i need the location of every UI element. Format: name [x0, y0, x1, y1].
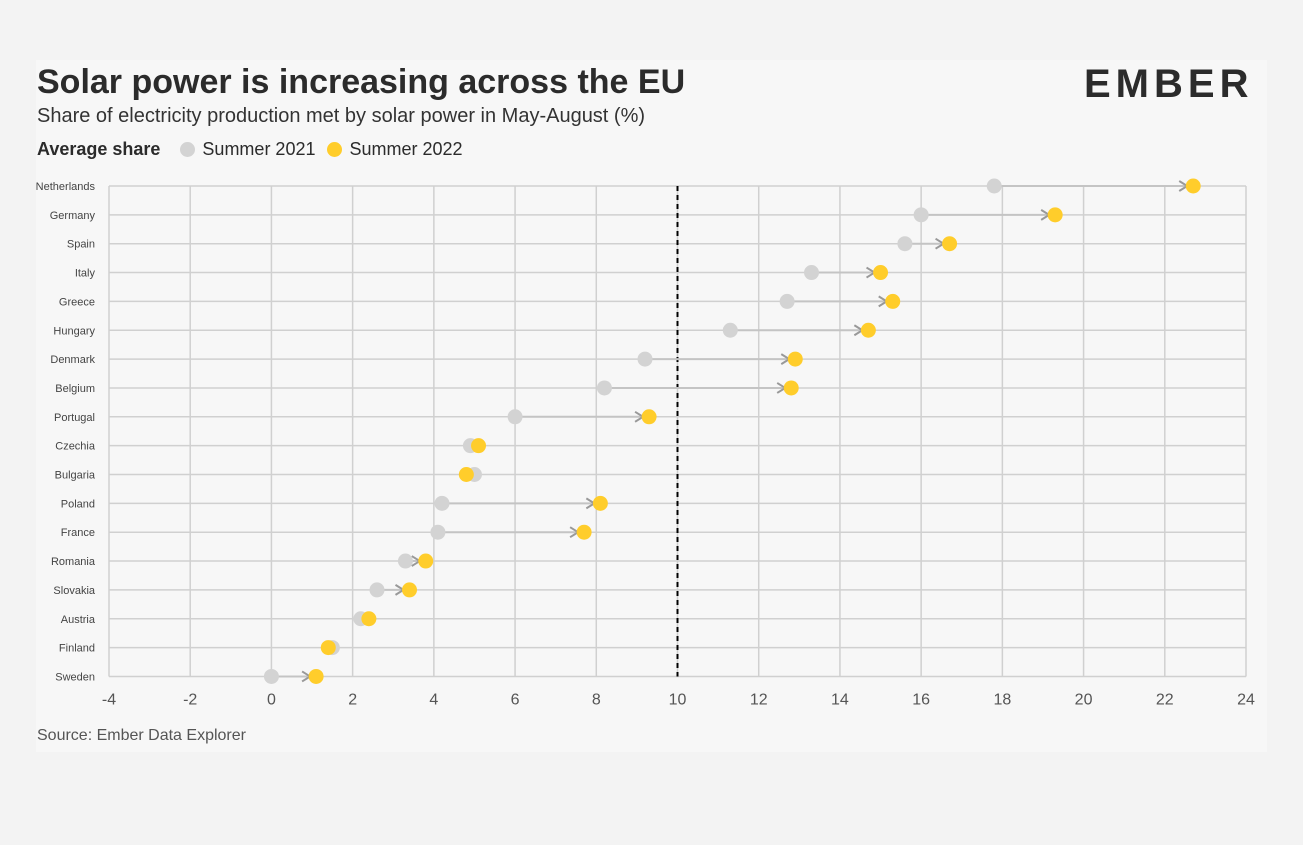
point-summer-2022 — [592, 495, 608, 511]
point-summer-2022 — [885, 293, 901, 309]
point-summer-2022 — [873, 265, 889, 281]
y-category-label: Poland — [61, 498, 95, 510]
point-summer-2021 — [637, 351, 653, 367]
x-tick-label: 14 — [831, 691, 849, 708]
x-tick-label: 18 — [993, 691, 1011, 708]
chart-card — [36, 60, 1267, 752]
point-summer-2021 — [369, 582, 385, 598]
y-category-label: Romania — [51, 556, 96, 568]
point-summer-2021 — [897, 236, 913, 252]
point-summer-2021 — [596, 380, 612, 396]
point-summer-2022 — [942, 236, 958, 252]
x-tick-label: 2 — [348, 691, 357, 708]
x-tick-label: 12 — [750, 691, 768, 708]
point-summer-2021 — [263, 668, 279, 684]
point-summer-2022 — [1185, 178, 1201, 194]
point-summer-2022 — [641, 409, 657, 425]
legend-label-2021: Summer 2021 — [202, 139, 316, 159]
x-tick-label: 0 — [267, 691, 276, 708]
x-tick-label: 24 — [1237, 691, 1255, 708]
y-category-label: Netherlands — [36, 181, 96, 193]
y-category-label: Spain — [67, 239, 95, 251]
legend-swatch-2022 — [327, 142, 343, 157]
point-summer-2021 — [507, 409, 523, 425]
point-summer-2022 — [1047, 207, 1063, 223]
y-category-label: Slovakia — [53, 585, 95, 597]
ember-logo: EMBER — [1084, 62, 1253, 107]
point-summer-2021 — [397, 553, 413, 569]
x-tick-label: 6 — [511, 691, 520, 708]
point-summer-2022 — [471, 438, 487, 454]
point-summer-2021 — [779, 293, 795, 309]
x-tick-label: 22 — [1156, 691, 1174, 708]
point-summer-2022 — [308, 668, 324, 684]
point-summer-2021 — [913, 207, 929, 223]
legend-title: Average share — [37, 139, 161, 159]
chart-subtitle: Share of electricity production met by s… — [37, 105, 646, 127]
y-category-label: Greece — [59, 296, 95, 308]
y-category-label: Czechia — [55, 441, 96, 453]
source-note: Source: Ember Data Explorer — [37, 727, 246, 744]
legend: Average share Summer 2021 Summer 2022 — [37, 139, 475, 160]
point-summer-2021 — [430, 524, 446, 540]
y-category-label: Sweden — [55, 671, 95, 683]
chart-title: Solar power is increasing across the EU — [37, 63, 686, 101]
point-summer-2021 — [804, 265, 820, 281]
x-tick-label: 4 — [429, 691, 438, 708]
point-summer-2022 — [458, 467, 474, 482]
legend-swatch-2021 — [180, 142, 196, 157]
y-category-label: Belgium — [55, 383, 95, 395]
y-category-label: Denmark — [50, 354, 95, 366]
point-summer-2022 — [576, 524, 592, 540]
legend-item-2021: Summer 2021 — [180, 139, 315, 160]
y-category-label: France — [61, 527, 95, 539]
x-tick-label: 8 — [592, 691, 601, 708]
logo-text: EMBER — [1084, 62, 1254, 106]
point-summer-2022 — [320, 640, 336, 656]
y-category-label: Hungary — [53, 325, 95, 337]
y-category-label: Portugal — [54, 412, 95, 424]
point-summer-2021 — [986, 178, 1002, 194]
x-tick-label: -2 — [183, 691, 197, 708]
x-tick-label: -4 — [102, 691, 116, 708]
legend-item-2022: Summer 2022 — [327, 139, 463, 160]
point-summer-2022 — [401, 582, 417, 598]
point-summer-2022 — [783, 380, 799, 396]
point-summer-2022 — [787, 351, 803, 367]
y-category-label: Finland — [59, 643, 95, 655]
y-category-label: Bulgaria — [55, 470, 96, 482]
x-tick-label: 20 — [1075, 691, 1093, 708]
y-category-label: Germany — [50, 210, 96, 222]
point-summer-2022 — [418, 553, 434, 569]
x-tick-label: 10 — [669, 691, 687, 708]
legend-label-2022: Summer 2022 — [349, 139, 463, 159]
x-tick-label: 16 — [912, 691, 930, 708]
point-summer-2022 — [361, 611, 377, 627]
point-summer-2021 — [434, 495, 450, 511]
point-summer-2021 — [722, 322, 738, 338]
y-category-label: Austria — [61, 614, 96, 626]
point-summer-2022 — [860, 322, 876, 338]
y-category-label: Italy — [75, 268, 96, 280]
